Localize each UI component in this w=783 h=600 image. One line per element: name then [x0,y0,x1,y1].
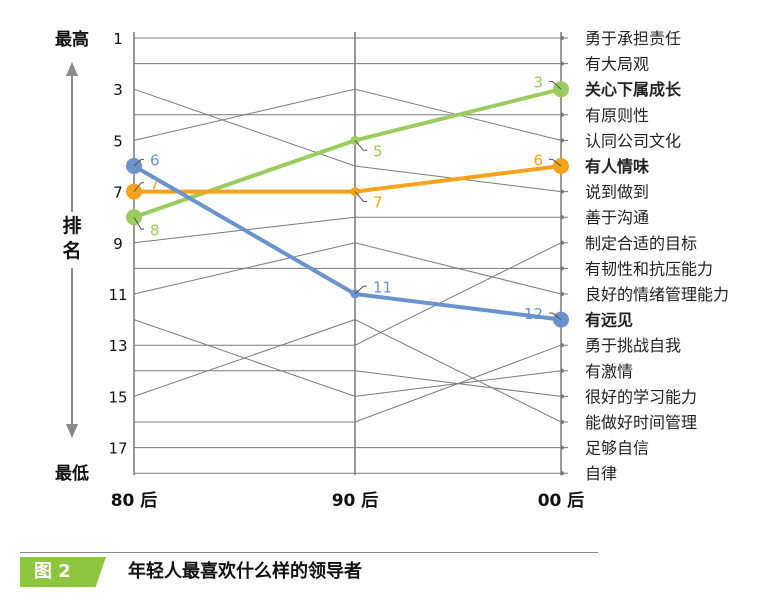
trait-point-14 [560,394,564,399]
value-label-5-2: 6 [533,151,543,169]
y-label-bg [58,212,86,268]
trait-label-11: 有远见 [585,311,633,330]
value-label-11-0: 6 [150,151,160,169]
trait-label-3: 有原则性 [585,106,649,125]
figure-number-tag: 图 2 [20,557,106,587]
value-label-2-0: 8 [150,221,160,239]
trait-point-13 [560,368,564,373]
trait-label-15: 能做好时间管理 [585,413,697,432]
trait-point-10 [560,292,564,296]
x-label-1: 90 后 [332,491,379,511]
trait-line-12 [134,344,568,423]
rank-arrow-up-head [66,62,78,76]
trait-label-1: 有大局观 [585,55,649,74]
trait-label-9: 有韧性和抗压能力 [585,259,713,278]
trait-point-3 [560,112,564,117]
y-tick-15: 15 [108,388,127,406]
trait-label-14: 很好的学习能力 [585,387,697,406]
trait-point-7 [560,215,564,220]
trait-label-8: 制定合适的目标 [585,234,697,253]
y-tick-7: 7 [113,184,123,202]
y-tick-13: 13 [108,337,127,355]
y-tick-3: 3 [113,81,123,99]
trait-label-17: 自律 [585,464,617,483]
highlight-line-2 [133,87,562,220]
trait-label-5: 有人情味 [585,157,649,176]
trait-line-10 [133,242,568,295]
trait-point-8 [560,240,564,245]
trait-point-17 [560,471,564,476]
value-leader-11-0 [133,158,144,167]
rank-arrow-down-head [66,424,78,438]
chart-title: 年轻人最喜欢什么样的领导者 [128,561,362,582]
trait-point-4 [560,138,564,143]
y-axis-label-char-1: 名 [62,239,81,262]
trait-point-15 [560,420,564,424]
trait-label-4: 认同公司文化 [585,131,681,150]
trait-point-16 [560,445,564,450]
trait-label-13: 有激情 [585,362,633,381]
trait-line-14 [134,370,568,397]
trait-point-0 [560,36,564,40]
value-leader-5-0 [133,182,144,192]
trait-line-7 [133,216,568,244]
value-leader-5-2 [549,158,562,167]
y-tick-5: 5 [113,132,123,150]
value-label-2-1: 5 [373,142,383,160]
value-leader-2-2 [549,81,562,90]
caption-divider [20,552,598,553]
y-tick-11: 11 [108,286,127,304]
value-label-11-2: 12 [524,305,543,323]
trait-line-15 [133,319,568,423]
trait-label-0: 勇于承担责任 [585,29,681,48]
trait-label-2: 关心下属成长 [585,80,682,99]
trait-label-7: 善于沟通 [585,208,649,227]
trait-point-1 [560,61,564,66]
value-leader-5-1 [354,191,367,202]
x-label-0: 80 后 [111,491,158,511]
value-label-5-1: 7 [373,194,383,212]
trait-line-8 [134,242,568,346]
value-label-5-0: 7 [150,175,160,193]
trait-point-12 [560,343,564,348]
trait-label-12: 勇于挑战自我 [585,336,681,355]
value-leader-2-0 [133,216,144,230]
value-label-11-1: 11 [373,278,392,296]
trait-label-6: 说到做到 [585,183,649,202]
x-label-2: 00 后 [538,491,585,511]
y-axis-label-char-0: 排 [62,214,81,237]
value-label-2-2: 3 [533,74,543,92]
trait-label-10: 良好的情绪管理能力 [585,285,729,304]
trait-line-13 [133,319,568,397]
trait-label-16: 足够自信 [585,439,649,458]
trait-point-9 [560,266,564,271]
value-leader-11-2 [549,312,562,320]
y-tick-1: 1 [113,30,123,48]
highlight-line-11 [132,164,562,322]
value-leader-11-1 [354,285,367,295]
y-bottom-label: 最低 [55,463,89,484]
y-top-label: 最高 [55,29,89,50]
y-tick-17: 17 [108,440,127,458]
trait-point-6 [560,189,564,194]
highlight-line-5 [134,164,562,194]
y-tick-9: 9 [113,235,123,253]
value-leader-2-1 [354,140,367,151]
